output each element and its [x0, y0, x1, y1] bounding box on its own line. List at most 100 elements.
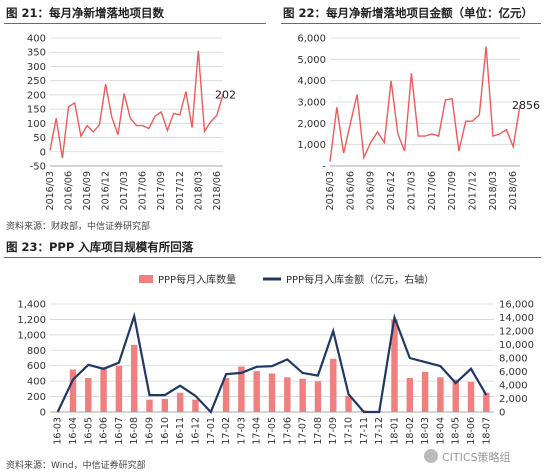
fig23-x-tick-label: 17-07	[298, 417, 309, 445]
fig23-title: 图 23：PPP 入库项目规模有所回落	[6, 240, 194, 254]
fig23-bar	[345, 395, 352, 412]
fig21-22-source: 资料来源：财政部，中信证券研究部	[6, 222, 151, 232]
fig23-left-tick-label: 0	[40, 408, 46, 419]
fig21-y-tick-label: 400	[27, 34, 46, 45]
fig22-series-line	[329, 46, 521, 162]
fig23-x-tick-label: 16-04	[68, 417, 79, 445]
fig23-x-tick-label: 17-10	[344, 417, 355, 445]
fig23-x-tick-label: 18-03	[420, 417, 431, 445]
fig23-x-tick-label: 17-05	[267, 417, 278, 445]
fig23-x-tick-label: 16-07	[114, 417, 125, 445]
fig21-y-tick-label: 150	[27, 105, 46, 116]
fig22-x-tick-label: 2018/03	[488, 171, 499, 210]
fig23-bar	[130, 344, 138, 412]
fig21-title: 图 21：每月净新增落地项目数	[6, 6, 165, 20]
fig21-x-tick-label: 2018/03	[193, 171, 204, 210]
fig23-bar	[69, 369, 77, 412]
fig23-bar	[146, 399, 153, 412]
fig21-x-tick-label: 2017/09	[156, 171, 167, 210]
fig23-x-tick-label: 17-11	[359, 417, 370, 445]
fig22-x-tick-label: 2016/09	[366, 171, 377, 210]
fig22-x-tick-label: 2017/03	[406, 171, 417, 210]
fig22-y-tick-label: 3,000	[297, 98, 326, 109]
fig22-x-tick-label: 2018/06	[508, 171, 519, 210]
fig23-x-tick-label: 16-10	[160, 417, 171, 445]
fig22-x-tick-label: 2017/06	[427, 171, 438, 210]
fig21-x-tick-label: 2016/03	[45, 171, 56, 210]
fig21-y-tick-label: 200	[27, 90, 46, 101]
fig22-title: 图 22：每月净新增落地项目金额（单位：亿元）	[283, 6, 534, 20]
fig23-left-tick-label: 1,000	[17, 330, 46, 341]
fig23-left-tick-label: 1,200	[17, 315, 46, 326]
fig22-y-tick-label: 1,000	[297, 140, 326, 151]
fig23-bar	[314, 381, 322, 412]
fig21-y-tick-label: 100	[27, 119, 46, 130]
fig23-title-rule	[4, 257, 541, 258]
fig23-legend-line-label: PPP每月入库金额（亿元，右轴）	[286, 273, 434, 286]
fig23-x-tick-label: 17-04	[252, 417, 263, 445]
fig23-x-tick-label: 17-02	[221, 417, 232, 445]
fig23-bar	[452, 379, 459, 412]
fig23-right-tick-label: 10,000	[499, 340, 534, 351]
fig23-x-tick-label: 17-09	[328, 417, 339, 445]
fig23-x-tick-label: 16-05	[83, 417, 94, 445]
fig23-left-tick-label: 800	[27, 346, 46, 357]
fig23-bar	[467, 381, 475, 412]
fig22-y-tick-label: 5,000	[297, 55, 326, 66]
fig23-x-tick-label: 18-04	[435, 417, 446, 445]
fig21-y-tick-label: 350	[27, 48, 46, 59]
fig23-left-tick-label: 600	[27, 361, 46, 372]
fig23-right-tick-label: 6,000	[499, 367, 528, 378]
fig23-legend-bar-label: PPP每月入库数量	[158, 273, 236, 286]
fig23-x-tick-label: 16-09	[145, 417, 156, 445]
wechat-icon	[424, 449, 438, 463]
fig23-x-tick-label: 17-01	[206, 417, 217, 445]
fig22-y-tick-label: 2,000	[297, 119, 326, 130]
fig23-bar	[192, 399, 199, 412]
fig21-x-tick-label: 2016/09	[82, 171, 93, 210]
fig22-end-label: 2856	[512, 99, 540, 112]
fig23-left-tick-label: 400	[27, 377, 46, 388]
fig23-x-tick-label: 16-12	[190, 417, 201, 445]
fig23-right-tick-label: 14,000	[499, 313, 534, 324]
fig23-x-tick-label: 18-05	[451, 417, 462, 445]
fig23-bar	[100, 367, 107, 412]
fig23-x-tick-label: 18-06	[466, 417, 477, 445]
fig21-x-tick-label: 2017/06	[138, 171, 149, 210]
fig21-x-tick-label: 2017/12	[175, 171, 186, 210]
fig23-left-tick-label: 200	[27, 392, 46, 403]
fig23-bar	[238, 366, 245, 412]
fig21-end-label: 202	[215, 88, 236, 101]
fig23-right-tick-label: 16,000	[499, 300, 534, 311]
fig23-x-tick-label: 17-12	[374, 417, 385, 445]
fig21-title-rule	[4, 23, 266, 24]
fig21-y-tick-label: 50	[33, 133, 46, 144]
fig23-bar	[222, 378, 230, 412]
fig23-x-tick-label: 17-03	[236, 417, 247, 445]
fig21-y-tick-label: 300	[27, 62, 46, 73]
fig22-x-tick-label: 2016/12	[386, 171, 397, 210]
fig22-y-tick-label: 6,000	[297, 34, 326, 45]
fig23-bar	[268, 373, 276, 412]
fig23-x-tick-label: 17-06	[282, 417, 293, 445]
fig22-x-tick-label: 2016/03	[325, 171, 336, 210]
watermark: CITICS策略组	[442, 451, 511, 464]
fig22-x-tick-label: 2017/12	[468, 171, 479, 210]
fig23-x-tick-label: 18-07	[481, 417, 492, 445]
fig23-bar	[421, 371, 429, 412]
fig23-right-tick-label: 2,000	[499, 394, 528, 405]
fig21-x-tick-label: 2017/03	[119, 171, 130, 210]
fig23-right-tick-label: 4,000	[499, 381, 528, 392]
fig23-x-tick-label: 18-01	[389, 417, 400, 445]
fig23-right-tick-label: 12,000	[499, 327, 534, 338]
fig21-x-tick-label: 2018/06	[212, 171, 223, 210]
fig23-x-tick-label: 16-03	[53, 417, 64, 445]
fig21-series-line	[49, 50, 224, 159]
fig23-x-tick-label: 16-11	[175, 417, 186, 445]
fig21-y-tick-label: -50	[30, 162, 46, 173]
fig23-source: 资料来源：Wind，中信证券研究部	[6, 461, 146, 471]
fig23-legend-bar-swatch	[139, 275, 153, 283]
fig23-x-tick-label: 18-02	[405, 417, 416, 445]
fig23-bar	[161, 398, 169, 412]
